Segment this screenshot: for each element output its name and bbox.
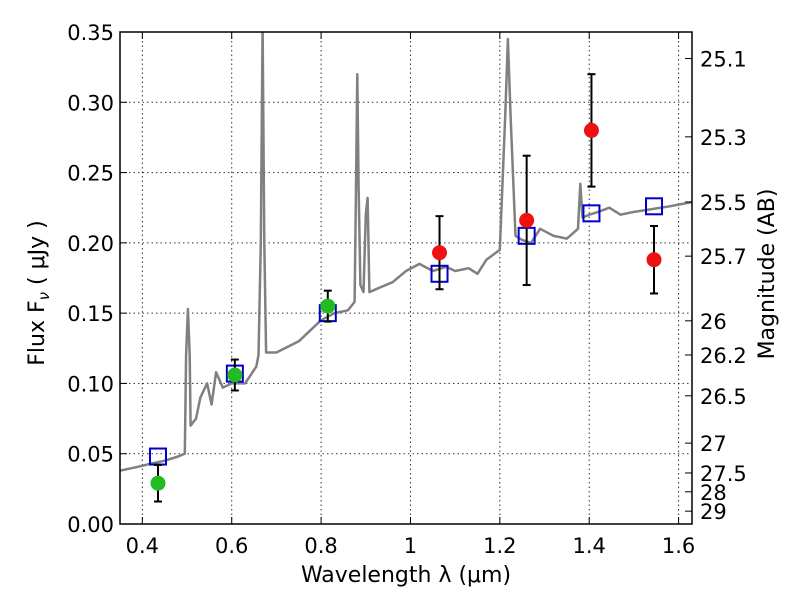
magnitude-tick-label: 29	[700, 500, 727, 524]
y-tick-label: 0.15	[67, 302, 114, 326]
y-axis-title-main: Flux F	[25, 300, 50, 365]
magnitude-axis-title: Magnitude (AB)	[755, 189, 780, 360]
magnitude-tick-label: 26.5	[700, 385, 747, 409]
x-tick-label: 1	[404, 534, 417, 558]
y-tick-label: 0.25	[67, 162, 114, 186]
observed-point	[227, 367, 243, 383]
marker-layer	[148, 73, 664, 503]
observed-point	[432, 245, 448, 261]
x-tick-label: 0.8	[304, 534, 337, 558]
y-tick-label: 0.00	[67, 513, 114, 537]
spectrum-line	[120, 32, 692, 472]
magnitude-tick-label: 27	[700, 432, 727, 456]
magnitude-tick-label: 25.3	[700, 126, 747, 150]
y-tick-label: 0.20	[67, 232, 114, 256]
x-tick-label: 1.6	[662, 534, 695, 558]
y-tick-label: 0.10	[67, 372, 114, 396]
observed-point	[519, 212, 535, 228]
x-tick-label: 1.2	[483, 534, 516, 558]
x-tick-label: 1.4	[573, 534, 606, 558]
y-axis-title-unit: ( μJy )	[25, 220, 50, 292]
magnitude-tick-label: 25.1	[700, 48, 747, 72]
x-axis-title: Wavelength λ (μm)	[301, 563, 511, 588]
x-tick-label: 0.4	[126, 534, 159, 558]
magnitude-tick-label: 26	[700, 310, 727, 334]
y-axis-title-subscript: ν	[35, 292, 53, 300]
y-tick-label: 0.05	[67, 443, 114, 467]
tick-layer: 0.4 0.6 0.8 1 1.2 1.4 1.6 0.00 0.05 0.10 0.15 0.20 0…	[67, 21, 747, 558]
y-tick-label: 0.35	[67, 21, 114, 45]
spectrum-layer	[120, 32, 692, 472]
plot-frame	[119, 31, 693, 525]
model-square-marker	[582, 204, 601, 223]
observed-point	[583, 122, 599, 138]
observed-point	[150, 475, 166, 491]
magnitude-tick-label: 26.2	[700, 344, 747, 368]
grid-lines	[120, 31, 692, 525]
observed-point	[320, 298, 336, 314]
observed-point	[646, 252, 662, 268]
magnitude-tick-label: 25.5	[700, 191, 747, 215]
magnitude-tick-label: 27.5	[700, 462, 747, 486]
magnitude-tick-label: 25.7	[700, 245, 747, 269]
y-axis-title: Flux Fν ( μJy )	[25, 220, 53, 365]
magnitude-tick-label: 28	[700, 481, 727, 505]
x-tick-label: 0.6	[215, 534, 248, 558]
y-tick-label: 0.30	[67, 91, 114, 115]
model-square-marker	[645, 197, 664, 216]
